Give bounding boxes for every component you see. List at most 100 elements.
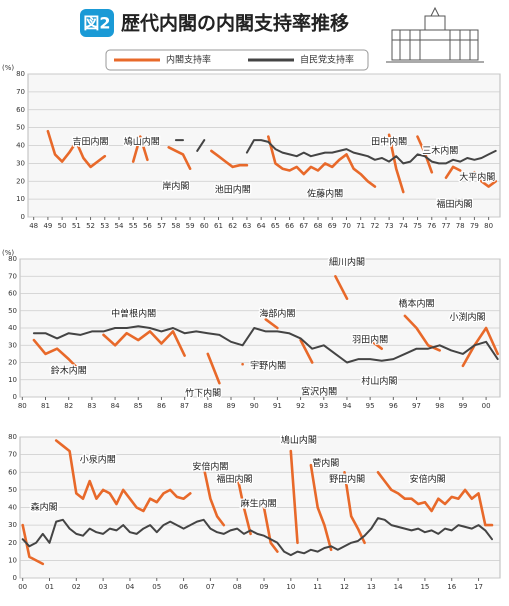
- data-line: [21, 439, 494, 566]
- x-tick-label: 53: [100, 222, 109, 230]
- x-tick-label: 57: [157, 222, 166, 230]
- annotation: 三木内閣: [422, 144, 458, 156]
- y-tick-label: 30: [16, 159, 25, 167]
- x-tick-label: 66: [285, 222, 294, 230]
- annotation: 野田内閣: [329, 473, 365, 485]
- y-tick-label: 40: [8, 504, 17, 512]
- x-tick-label: 64: [257, 222, 266, 230]
- y-tick-label: 80: [16, 70, 25, 78]
- x-tick-label: 80: [484, 222, 493, 230]
- x-tick-label: 81: [41, 402, 50, 410]
- x-tick-label: 74: [399, 222, 408, 230]
- annotation: 麻生内閣: [241, 497, 277, 509]
- y-tick-label: 30: [8, 521, 17, 529]
- annotation: 鳩山内閣: [124, 135, 160, 147]
- x-tick-label: 62: [228, 222, 237, 230]
- x-tick-label: 93: [319, 402, 328, 410]
- annotation: 田中内閣: [371, 135, 407, 147]
- x-tick-label: 07: [206, 583, 215, 591]
- annotation: 福田内閣: [217, 473, 253, 485]
- x-tick-label: 06: [179, 583, 188, 591]
- x-tick-label: 80: [18, 402, 27, 410]
- x-tick-label: 48: [29, 222, 38, 230]
- x-tick-label: 86: [157, 402, 166, 410]
- annotation: 安倍内閣: [192, 460, 228, 472]
- annotation: 佐藤内閣: [307, 187, 343, 199]
- x-tick-label: 78: [456, 222, 465, 230]
- x-tick-label: 59: [186, 222, 195, 230]
- x-tick-label: 03: [99, 583, 108, 591]
- x-tick-label: 83: [87, 402, 96, 410]
- annotation: 村山内閣: [361, 375, 397, 387]
- x-tick-label: 60: [200, 222, 209, 230]
- annotation: 羽田内閣: [352, 334, 388, 346]
- legend-label: 自民党支持率: [300, 54, 354, 66]
- data-line: [21, 517, 493, 557]
- x-tick-label: 63: [242, 222, 251, 230]
- x-tick-label: 13: [367, 583, 376, 591]
- y-axis-label: (%): [2, 249, 14, 257]
- x-tick-label: 91: [273, 402, 282, 410]
- x-tick-label: 75: [413, 222, 422, 230]
- x-tick-label: 84: [111, 402, 120, 410]
- annotation: 池田内閣: [215, 184, 251, 196]
- x-tick-label: 79: [470, 222, 479, 230]
- x-tick-label: 08: [233, 583, 242, 591]
- annotation: 岸内閣: [162, 180, 189, 192]
- x-tick-label: 85: [134, 402, 143, 410]
- x-tick-label: 70: [342, 222, 351, 230]
- legend-box: [105, 49, 369, 71]
- annotation: 森内閣: [31, 501, 58, 513]
- x-tick-label: 97: [412, 402, 421, 410]
- y-tick-label: 80: [8, 255, 17, 263]
- data-line: [32, 275, 499, 385]
- x-tick-label: 76: [427, 222, 436, 230]
- y-tick-label: 10: [16, 195, 25, 203]
- annotation: 細川内閣: [329, 256, 365, 268]
- y-tick-label: 20: [16, 177, 25, 185]
- annotation: 菅内閣: [312, 457, 339, 469]
- x-tick-label: 77: [442, 222, 451, 230]
- data-line: [32, 325, 499, 364]
- x-tick-label: 95: [366, 402, 375, 410]
- annotation: 鈴木内閣: [51, 365, 87, 377]
- x-tick-label: 68: [314, 222, 323, 230]
- x-tick-label: 92: [296, 402, 305, 410]
- x-tick-label: 10: [286, 583, 295, 591]
- annotation: 宇野内閣: [250, 359, 286, 371]
- x-tick-label: 02: [72, 583, 81, 591]
- annotation: 橋本内閣: [399, 297, 435, 309]
- x-tick-label: 49: [43, 222, 52, 230]
- y-tick-label: 30: [8, 341, 17, 349]
- badge: 図2: [83, 14, 110, 33]
- y-tick-label: 10: [8, 556, 17, 564]
- annotation: 小泉内閣: [80, 453, 116, 465]
- y-tick-label: 50: [8, 486, 17, 494]
- y-tick-label: 0: [13, 574, 17, 582]
- annotation: 吉田内閣: [73, 135, 109, 147]
- annotation: 安倍内閣: [410, 473, 446, 485]
- y-tick-label: 60: [8, 290, 17, 298]
- x-tick-label: 98: [435, 402, 444, 410]
- x-tick-label: 61: [214, 222, 223, 230]
- x-tick-label: 88: [203, 402, 212, 410]
- y-tick-label: 70: [8, 451, 17, 459]
- y-tick-label: 0: [13, 393, 17, 401]
- annotation: 小渕内閣: [450, 311, 486, 323]
- x-tick-label: 00: [18, 583, 27, 591]
- legend-label: 内閣支持率: [166, 54, 211, 66]
- annotation: 大平内閣: [459, 171, 495, 183]
- x-tick-label: 51: [72, 222, 81, 230]
- x-tick-label: 56: [143, 222, 152, 230]
- x-tick-label: 71: [356, 222, 365, 230]
- y-tick-label: 20: [8, 359, 17, 367]
- x-tick-label: 87: [180, 402, 189, 410]
- annotation: 竹下内閣: [185, 387, 221, 399]
- x-tick-label: 55: [129, 222, 138, 230]
- x-tick-label: 54: [115, 222, 124, 230]
- x-tick-label: 72: [370, 222, 379, 230]
- x-tick-label: 82: [64, 402, 73, 410]
- x-tick-label: 17: [474, 583, 483, 591]
- x-tick-label: 04: [125, 583, 134, 591]
- x-tick-label: 99: [458, 402, 467, 410]
